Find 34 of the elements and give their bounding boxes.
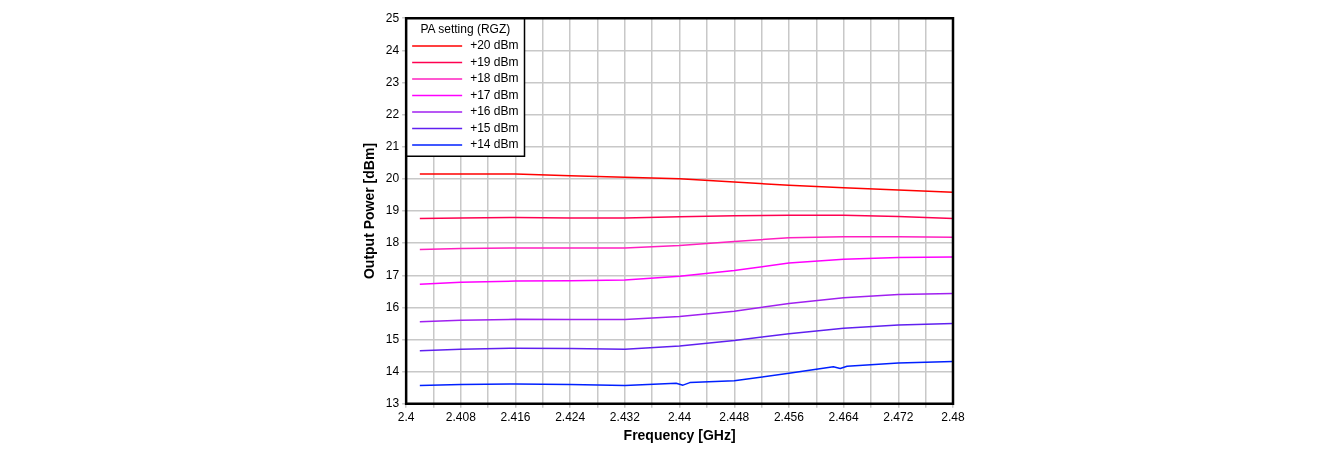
legend-title: PA setting (RGZ) bbox=[420, 21, 511, 36]
y-tick-label: 21 bbox=[385, 139, 400, 154]
y-tick-label: 25 bbox=[385, 10, 400, 25]
legend-label: +17 dBm bbox=[470, 87, 519, 102]
legend-label: +15 dBm bbox=[470, 120, 519, 135]
y-tick-label: 19 bbox=[385, 203, 400, 218]
y-tick-label: 23 bbox=[385, 74, 400, 89]
y-tick-label: 18 bbox=[385, 235, 400, 250]
legend-label: +19 dBm bbox=[470, 54, 519, 69]
x-tick-label: 2.448 bbox=[719, 410, 750, 425]
x-tick-label: 2.4 bbox=[397, 410, 415, 425]
legend-label: +14 dBm bbox=[470, 137, 519, 152]
x-tick-label: 2.424 bbox=[555, 410, 586, 425]
y-tick-label: 16 bbox=[385, 299, 400, 314]
y-tick-label: 15 bbox=[385, 331, 400, 346]
x-tick-label: 2.432 bbox=[609, 410, 641, 425]
y-tick-label: 14 bbox=[385, 363, 400, 378]
x-tick-label: 2.464 bbox=[828, 410, 859, 425]
y-tick-label: 20 bbox=[385, 171, 400, 186]
y-tick-label: 22 bbox=[385, 106, 400, 121]
legend-label: +16 dBm bbox=[470, 104, 519, 119]
x-tick-label: 2.48 bbox=[941, 410, 965, 425]
legend-label: +20 dBm bbox=[470, 38, 519, 53]
y-tick-label: 13 bbox=[385, 396, 400, 411]
x-tick-label: 2.472 bbox=[883, 410, 914, 425]
y-tick-label: 17 bbox=[385, 267, 400, 282]
x-tick-label: 2.416 bbox=[500, 410, 531, 425]
y-tick-label: 24 bbox=[385, 42, 400, 57]
x-tick-label: 2.44 bbox=[667, 410, 692, 425]
x-tick-label: 2.408 bbox=[445, 410, 477, 425]
x-axis-title: Frequency [GHz] bbox=[623, 427, 736, 444]
legend-label: +18 dBm bbox=[470, 71, 519, 86]
x-tick-label: 2.456 bbox=[773, 410, 805, 425]
y-axis-title: Output Power [dBm] bbox=[361, 142, 378, 280]
